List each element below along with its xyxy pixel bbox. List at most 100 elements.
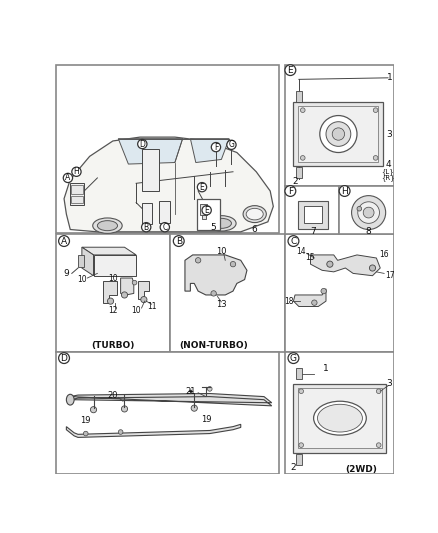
Circle shape (327, 261, 333, 267)
Bar (56, 234, 170, 352)
Circle shape (285, 64, 296, 76)
Circle shape (312, 300, 317, 305)
Ellipse shape (67, 394, 74, 405)
Circle shape (198, 182, 207, 192)
Polygon shape (64, 137, 273, 232)
Bar (285, 352, 394, 474)
Ellipse shape (93, 218, 122, 233)
Polygon shape (293, 289, 326, 306)
Bar (201, 204, 208, 215)
Text: 10: 10 (216, 247, 226, 255)
Polygon shape (118, 139, 183, 164)
Polygon shape (82, 247, 136, 255)
Text: 21: 21 (185, 387, 196, 395)
Bar (296, 167, 302, 178)
Text: 11: 11 (147, 302, 156, 311)
Text: 12: 12 (108, 306, 118, 315)
Circle shape (376, 443, 381, 447)
Bar (298, 388, 382, 448)
Text: C: C (290, 237, 297, 246)
Circle shape (227, 140, 236, 149)
Bar (78, 255, 84, 267)
Text: ✦: ✦ (187, 389, 193, 395)
Polygon shape (82, 247, 93, 276)
Bar (304, 206, 322, 223)
Text: F: F (214, 143, 218, 151)
Text: 3: 3 (387, 379, 392, 388)
Circle shape (376, 389, 381, 393)
Text: 5: 5 (211, 223, 216, 232)
Circle shape (288, 353, 299, 364)
Text: 10: 10 (131, 306, 141, 315)
Circle shape (363, 207, 374, 218)
Ellipse shape (243, 206, 266, 223)
Ellipse shape (207, 216, 236, 231)
Bar (142, 149, 159, 191)
Text: 10: 10 (108, 273, 118, 282)
Polygon shape (191, 139, 229, 163)
Polygon shape (67, 424, 241, 438)
Circle shape (299, 443, 304, 447)
Text: H: H (341, 187, 348, 196)
Bar (56, 352, 279, 474)
Bar (285, 185, 339, 234)
Text: 1: 1 (323, 364, 329, 373)
Text: 17: 17 (385, 271, 394, 280)
Ellipse shape (211, 219, 231, 228)
Circle shape (208, 386, 212, 391)
Text: B: B (144, 223, 149, 232)
Circle shape (59, 236, 70, 246)
Bar (296, 91, 302, 102)
Polygon shape (120, 278, 134, 295)
Text: B: B (176, 237, 182, 246)
Circle shape (63, 173, 73, 182)
Circle shape (90, 407, 97, 413)
Text: {L}: {L} (381, 168, 394, 175)
Circle shape (211, 142, 221, 152)
Text: 15: 15 (306, 254, 315, 262)
Bar (141, 203, 152, 224)
Text: 7: 7 (310, 227, 316, 236)
Circle shape (339, 185, 350, 196)
Text: 10: 10 (77, 275, 87, 284)
Ellipse shape (246, 208, 263, 220)
Bar (70, 183, 84, 205)
Text: G: G (229, 140, 234, 149)
Text: (TURBO): (TURBO) (91, 341, 134, 350)
Text: 4: 4 (385, 159, 391, 168)
Circle shape (369, 265, 376, 271)
Text: 19: 19 (201, 415, 211, 424)
Circle shape (288, 236, 299, 246)
Text: 3: 3 (387, 130, 392, 139)
Circle shape (79, 262, 83, 266)
Polygon shape (93, 255, 136, 276)
Text: D: D (60, 353, 67, 362)
Bar (285, 234, 394, 352)
Text: D: D (139, 140, 145, 149)
Text: (2WD): (2WD) (345, 465, 377, 474)
Circle shape (285, 185, 296, 196)
Circle shape (118, 430, 123, 434)
Polygon shape (138, 281, 149, 299)
Text: G: G (290, 353, 297, 362)
Circle shape (373, 156, 378, 160)
Bar (159, 201, 170, 223)
Circle shape (230, 262, 236, 267)
Ellipse shape (314, 401, 366, 435)
Circle shape (357, 206, 362, 211)
Bar (293, 102, 382, 166)
Text: 8: 8 (366, 227, 371, 236)
Polygon shape (103, 281, 117, 303)
Bar (293, 384, 386, 453)
Text: E: E (200, 183, 205, 192)
Text: A: A (61, 237, 67, 246)
Circle shape (132, 280, 137, 285)
Circle shape (173, 236, 184, 246)
Text: 6: 6 (252, 225, 258, 234)
Text: 2: 2 (292, 177, 298, 186)
Circle shape (191, 405, 198, 411)
Circle shape (121, 406, 127, 412)
Text: H: H (74, 167, 79, 176)
Circle shape (79, 256, 83, 260)
Bar (202, 215, 206, 219)
